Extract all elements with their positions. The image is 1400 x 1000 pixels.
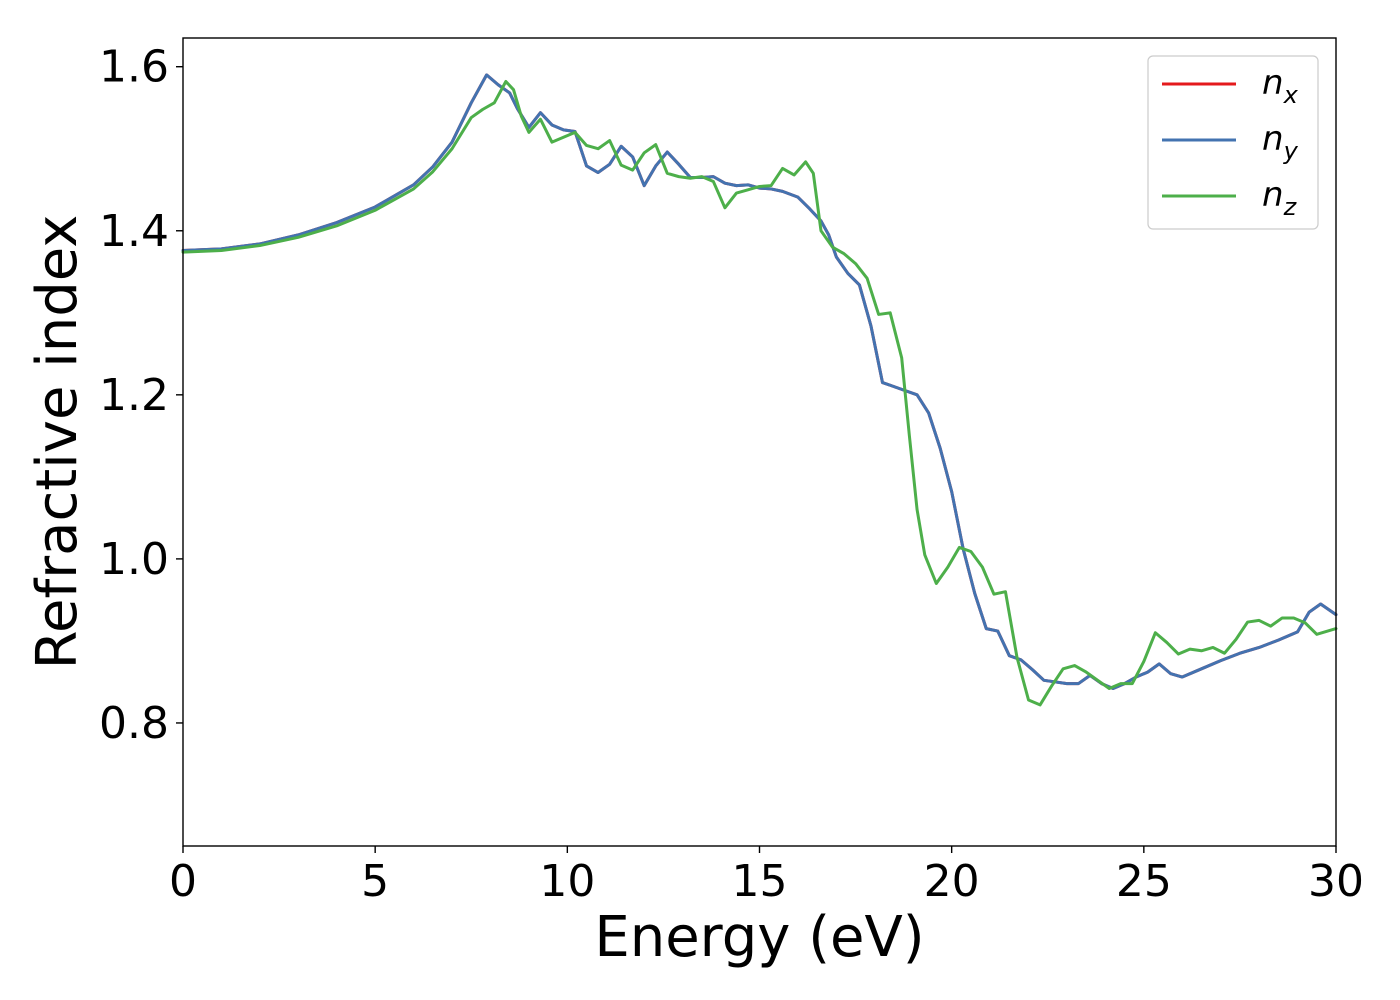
- y-tick-label: 1.4: [99, 206, 169, 257]
- y-tick-label: 1.2: [99, 370, 169, 421]
- legend-label-z: nz: [1262, 175, 1298, 221]
- legend-box: [1147, 55, 1319, 230]
- legend: nx ny nz: [1147, 55, 1319, 230]
- ticks-layer: 0 5 10 15 20 25 30 0.8 1.0 1.2 1.4 1.6: [99, 42, 1364, 907]
- series-layer: [181, 73, 1338, 707]
- x-tick-label: 0: [169, 856, 197, 907]
- x-tick-label: 25: [1116, 856, 1172, 907]
- legend-entries: nx ny nz: [1162, 63, 1299, 221]
- x-tick-label: 20: [924, 856, 980, 907]
- x-tick-label: 5: [361, 856, 389, 907]
- x-axis-label: Energy (eV): [594, 905, 924, 970]
- y-tick-label: 0.8: [99, 698, 169, 749]
- x-tick-label: 30: [1308, 856, 1364, 907]
- x-tick-label: 15: [732, 856, 788, 907]
- y-tick-label: 1.0: [99, 534, 169, 585]
- y-axis-label: Refractive index: [25, 215, 90, 670]
- y-tick-label: 1.6: [99, 42, 169, 93]
- legend-label-x: nx: [1262, 63, 1299, 109]
- x-tick-label: 10: [539, 856, 595, 907]
- series-line-z: [181, 79, 1338, 707]
- legend-label-y: ny: [1262, 119, 1299, 165]
